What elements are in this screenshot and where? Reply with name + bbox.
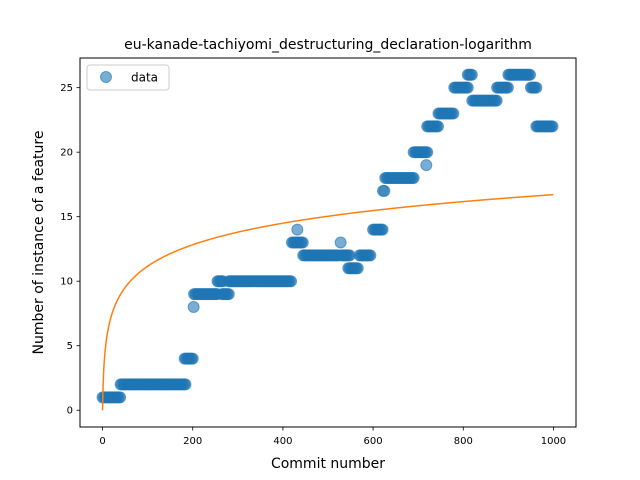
y-axis: 0 5 10 15 20 25 xyxy=(60,83,80,417)
x-tick-label: 800 xyxy=(454,436,473,447)
plot-area xyxy=(96,68,559,404)
data-point xyxy=(376,223,389,236)
data-point xyxy=(447,107,460,120)
data-point xyxy=(291,223,304,236)
y-tick-label: 0 xyxy=(67,406,73,417)
x-tick-label: 1000 xyxy=(541,436,566,447)
data-point xyxy=(465,68,478,81)
data-point xyxy=(222,288,235,301)
data-point xyxy=(114,391,127,404)
data-point xyxy=(546,120,559,133)
legend-marker-data xyxy=(100,71,112,83)
x-tick-label: 600 xyxy=(364,436,383,447)
data-point xyxy=(490,94,503,107)
fit-curve xyxy=(101,193,554,411)
data-point xyxy=(407,171,420,184)
data-point xyxy=(530,81,543,94)
y-tick-label: 10 xyxy=(60,277,73,288)
data-point xyxy=(343,249,356,262)
data-point xyxy=(420,159,433,172)
x-tick-label: 200 xyxy=(183,436,202,447)
x-axis: 0 200 400 600 800 1000 xyxy=(99,427,566,447)
y-tick-label: 20 xyxy=(60,148,73,159)
data-point xyxy=(334,236,347,249)
y-tick-label: 25 xyxy=(60,83,73,94)
data-point xyxy=(186,352,199,365)
data-point xyxy=(351,262,364,275)
legend-label-data: data xyxy=(131,71,158,85)
data-point xyxy=(432,120,445,133)
data-point xyxy=(421,146,434,159)
data-point xyxy=(187,301,200,314)
x-tick-label: 400 xyxy=(273,436,292,447)
y-tick-label: 5 xyxy=(67,341,73,352)
legend: data xyxy=(86,64,170,91)
plot-frame xyxy=(79,57,577,428)
x-tick-label: 0 xyxy=(99,436,105,447)
data-point xyxy=(285,275,298,288)
data-point xyxy=(461,81,474,94)
data-point xyxy=(524,68,537,81)
data-point xyxy=(378,184,391,197)
fit-line-path xyxy=(101,193,554,411)
y-tick-label: 15 xyxy=(60,212,73,223)
y-axis-label: Number of instance of a feature xyxy=(31,131,47,355)
data-point xyxy=(179,378,192,391)
chart-title: eu-kanade-tachiyomi_destructuring_declar… xyxy=(124,37,532,53)
data-point xyxy=(296,236,309,249)
data-point xyxy=(364,249,377,262)
x-axis-label: Commit number xyxy=(271,456,385,472)
data-point xyxy=(501,81,514,94)
